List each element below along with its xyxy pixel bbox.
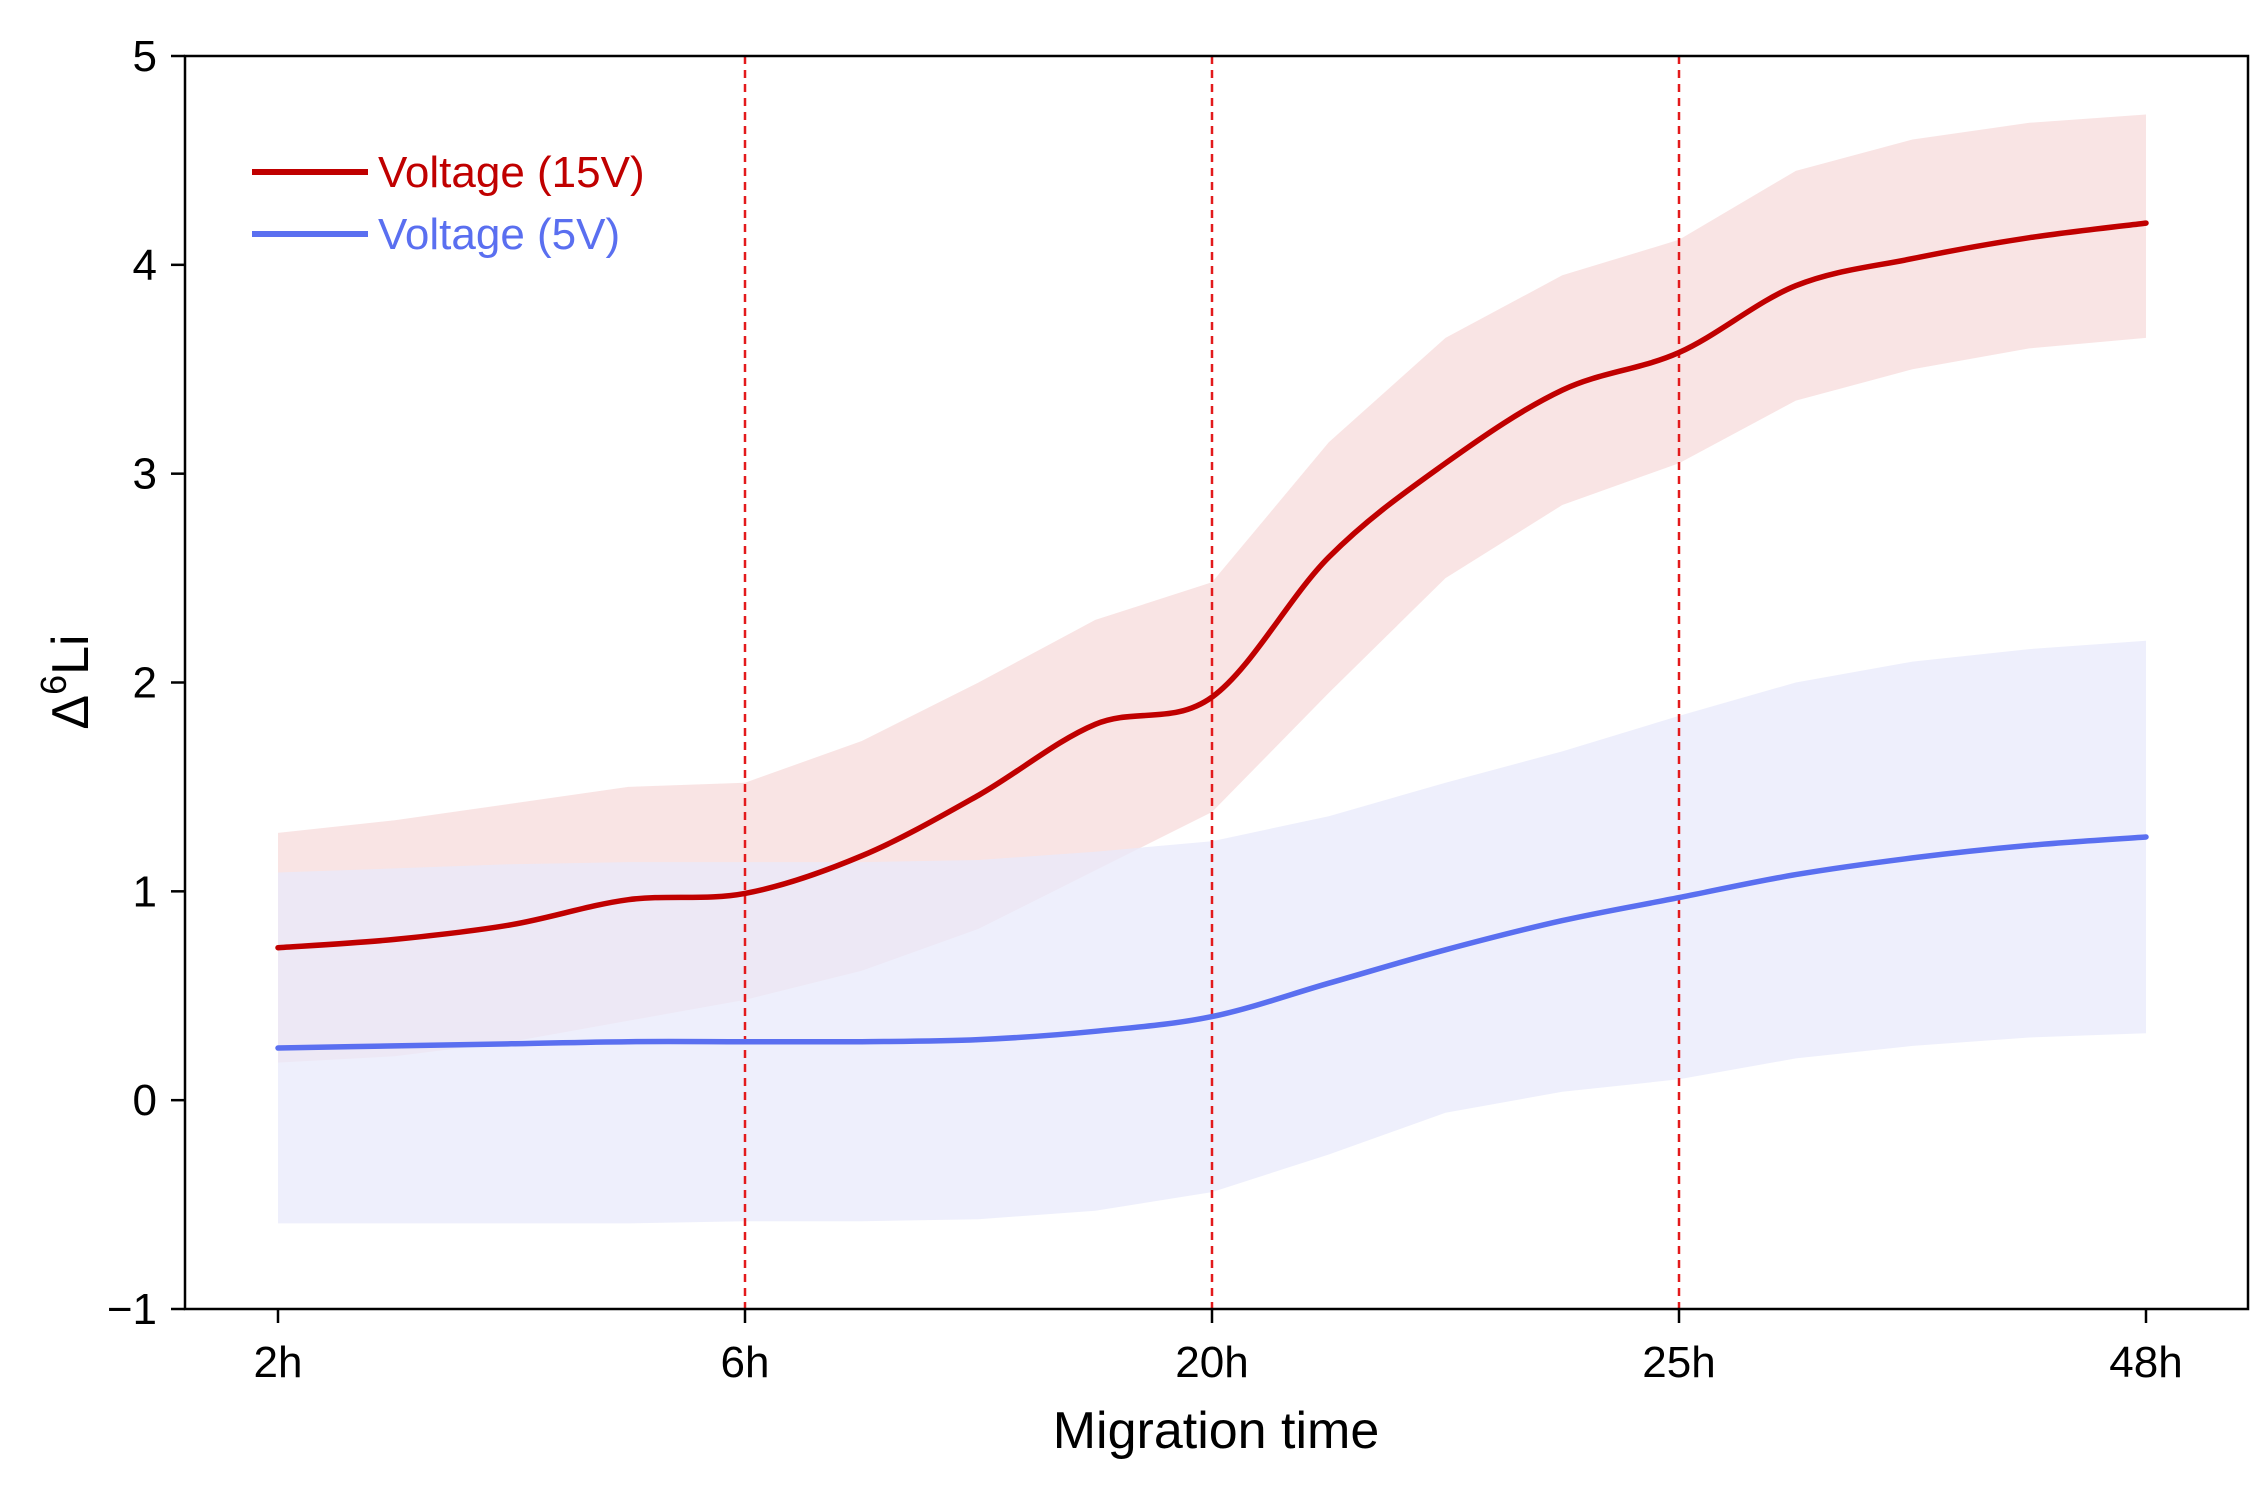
- y-axis-ticks: −1 0 1 2 3 4 5: [107, 32, 185, 1334]
- y-tick-label: −1: [107, 1285, 157, 1334]
- y-axis-title: Δ6Li: [33, 634, 100, 729]
- legend-label-5v: Voltage (5V): [378, 210, 620, 259]
- y-axis-title-element: Li: [42, 634, 100, 674]
- x-tick-label: 48h: [2109, 1338, 2182, 1387]
- y-tick-label: 1: [133, 867, 157, 916]
- x-axis-ticks: 2h 6h 20h 25h 48h: [254, 1309, 2183, 1387]
- x-tick-label: 25h: [1642, 1338, 1715, 1387]
- y-tick-label: 3: [133, 450, 157, 499]
- x-axis-title: Migration time: [1053, 1402, 1380, 1460]
- x-tick-label: 6h: [721, 1338, 770, 1387]
- y-tick-label: 2: [133, 659, 157, 708]
- y-tick-label: 5: [133, 32, 157, 81]
- series-line-5v: [275, 834, 2149, 1051]
- y-axis-title-delta: Δ: [42, 695, 100, 730]
- x-tick-label: 2h: [254, 1338, 303, 1387]
- y-tick-label: 0: [133, 1076, 157, 1125]
- x-tick-label: 20h: [1175, 1338, 1248, 1387]
- legend-label-15v: Voltage (15V): [378, 148, 645, 197]
- series-line-15v: [275, 220, 2149, 951]
- y-tick-label: 4: [133, 241, 157, 290]
- y-axis-title-superscript: 6: [33, 675, 74, 695]
- legend: Voltage (15V) Voltage (5V): [252, 148, 645, 259]
- series-lines: [275, 220, 2149, 1051]
